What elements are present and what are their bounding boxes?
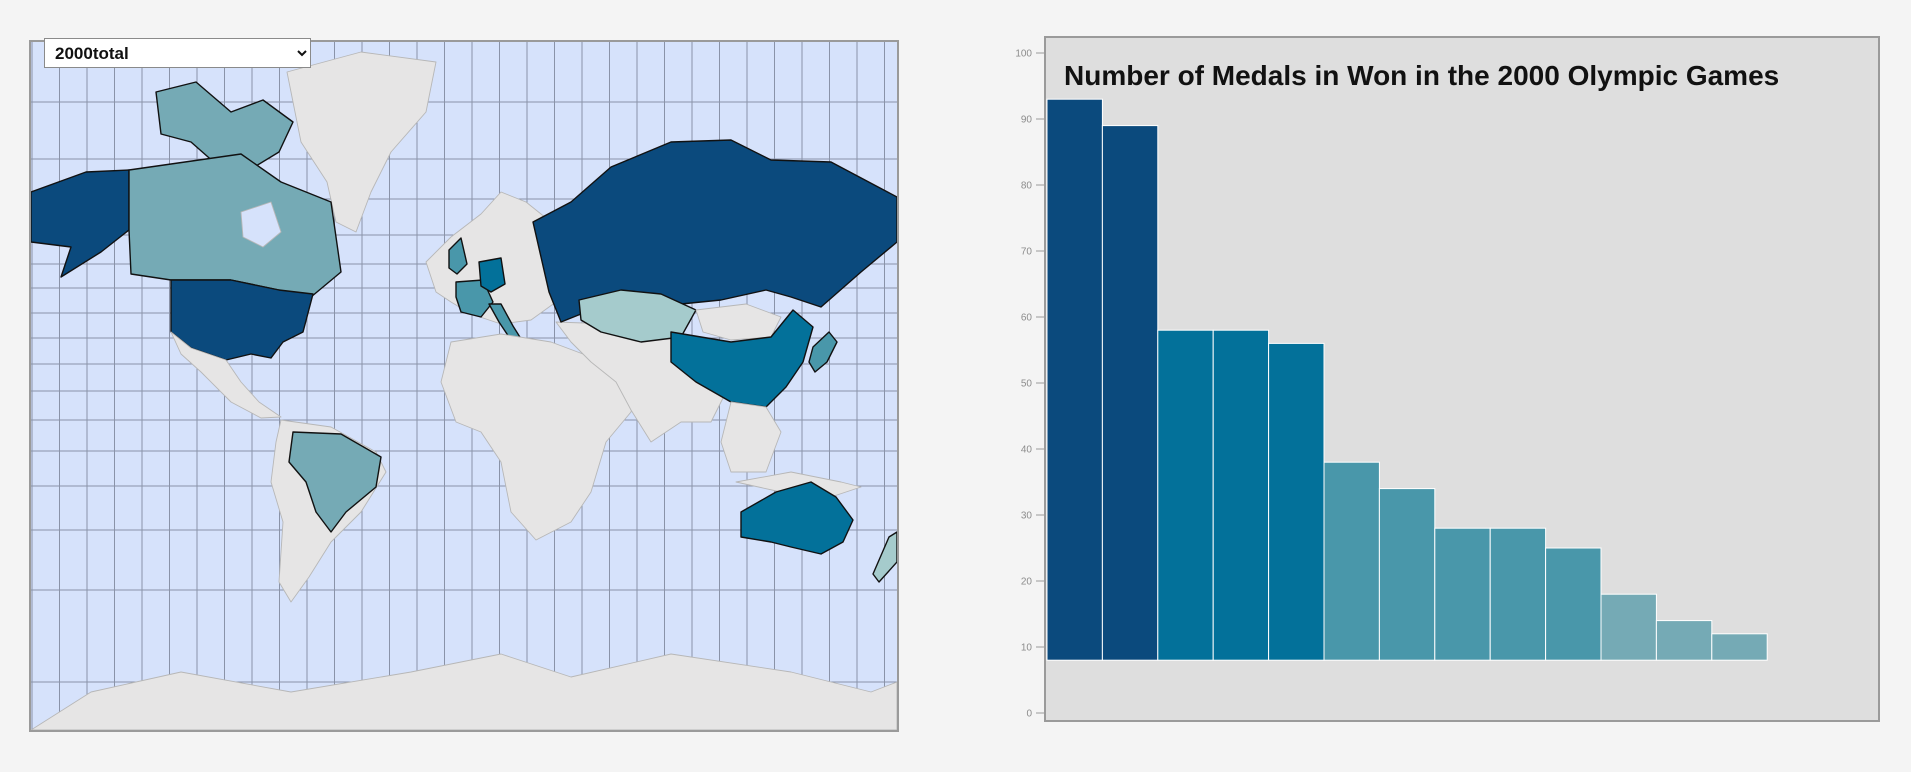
y-tick-label: 90 — [1021, 115, 1033, 126]
bar — [1268, 342, 1325, 661]
bar — [1101, 125, 1159, 661]
bar — [1046, 98, 1103, 661]
y-tick-label: 50 — [1021, 379, 1033, 390]
y-tick-label: 0 — [1026, 709, 1032, 720]
map-region-southeast-asia — [720, 401, 782, 473]
map-region-japan[interactable] — [808, 331, 838, 373]
bar — [1600, 593, 1657, 661]
y-tick-label: 70 — [1021, 247, 1033, 258]
world-map-panel[interactable] — [29, 40, 899, 732]
map-region-new-zealand[interactable] — [872, 531, 897, 583]
y-tick-label: 100 — [1015, 49, 1032, 60]
map-region-africa — [440, 333, 642, 541]
y-tick-label: 40 — [1021, 445, 1033, 456]
y-tick-label: 20 — [1021, 577, 1033, 588]
y-tick-label: 30 — [1021, 511, 1033, 522]
map-region-china[interactable] — [670, 309, 814, 408]
map-region-canada[interactable] — [128, 153, 342, 298]
bar — [1545, 547, 1602, 661]
map-region-antarctica — [31, 653, 897, 730]
y-tick-label: 60 — [1021, 313, 1033, 324]
map-region-mexico — [170, 331, 282, 419]
bar — [1489, 527, 1547, 661]
y-tick-label: 80 — [1021, 181, 1033, 192]
map-region-australia[interactable] — [740, 481, 854, 555]
bar — [1157, 329, 1214, 661]
y-tick-label: 10 — [1021, 643, 1033, 654]
map-region-greenland — [286, 51, 437, 233]
bar — [1212, 329, 1270, 661]
medal-bar-chart: 0 10 20 30 40 50 60 70 80 90 100 Number of Medals … — [1015, 36, 1880, 722]
bar — [1434, 527, 1491, 661]
bar-series — [1046, 98, 1768, 661]
map-region-mongolia — [695, 303, 782, 341]
map-region-russia[interactable] — [532, 139, 897, 323]
map-region-united-kingdom[interactable] — [448, 237, 468, 275]
map-region-hudson-bay — [240, 201, 282, 248]
map-region-canadian-islands[interactable] — [155, 81, 294, 173]
year-dropdown[interactable]: 2000total — [44, 38, 311, 68]
bar — [1655, 620, 1713, 661]
world-map[interactable] — [31, 42, 897, 730]
map-land — [31, 51, 897, 730]
map-region-brazil[interactable] — [288, 431, 382, 533]
chart-title: Number of Medals in Won in the 2000 Olym… — [1064, 60, 1779, 91]
map-region-alaska[interactable] — [31, 169, 130, 278]
bar — [1323, 461, 1380, 661]
map-region-germany[interactable] — [478, 257, 506, 293]
bar — [1378, 488, 1436, 661]
y-axis: 0 10 20 30 40 50 60 70 80 90 100 — [1015, 49, 1045, 720]
bar — [1711, 633, 1768, 661]
